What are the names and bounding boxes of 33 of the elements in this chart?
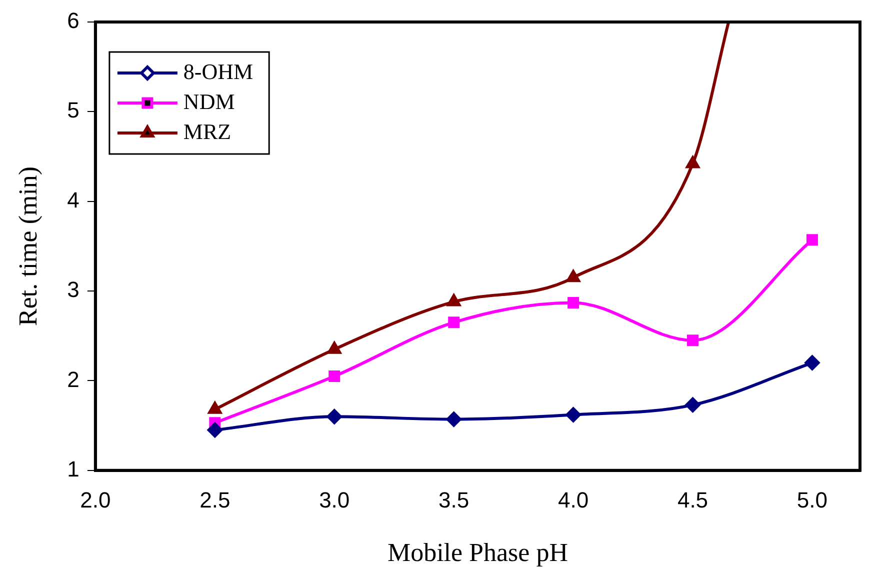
y-tick-label: 6 <box>67 8 80 34</box>
y-tick-label: 2 <box>67 366 80 392</box>
point <box>328 342 342 354</box>
point <box>804 355 820 370</box>
point <box>566 407 581 422</box>
x-tick-label: 2.0 <box>80 488 111 513</box>
point <box>447 294 461 306</box>
point <box>806 234 818 246</box>
point <box>448 316 460 328</box>
legend-label: 8-OHM <box>183 58 254 84</box>
y-tick-label: 1 <box>67 456 80 482</box>
point <box>328 370 340 382</box>
point <box>568 296 580 308</box>
x-tick-label: 2.5 <box>200 488 230 513</box>
point <box>446 412 462 427</box>
x-axis-title: Mobile Phase pH <box>387 538 568 568</box>
point <box>687 334 698 346</box>
point <box>566 270 580 282</box>
x-tick-label: 3.5 <box>438 488 470 513</box>
y-tick-label: 5 <box>67 98 80 123</box>
x-tick-label: 4.5 <box>677 488 708 513</box>
legend-label: NDM <box>183 88 235 114</box>
point <box>686 156 700 168</box>
legend-label: MRZ <box>183 118 232 144</box>
y-tick-label: 4 <box>67 187 80 212</box>
y-axis-title: Ret. time (min) <box>13 166 42 326</box>
point <box>326 409 342 424</box>
y-tick-label: 3 <box>67 277 80 302</box>
x-tick-label: 5.0 <box>796 488 828 513</box>
x-tick-label: 4.0 <box>558 488 589 513</box>
point <box>207 422 222 438</box>
x-tick-label: 3.0 <box>319 488 350 513</box>
point <box>685 397 700 412</box>
